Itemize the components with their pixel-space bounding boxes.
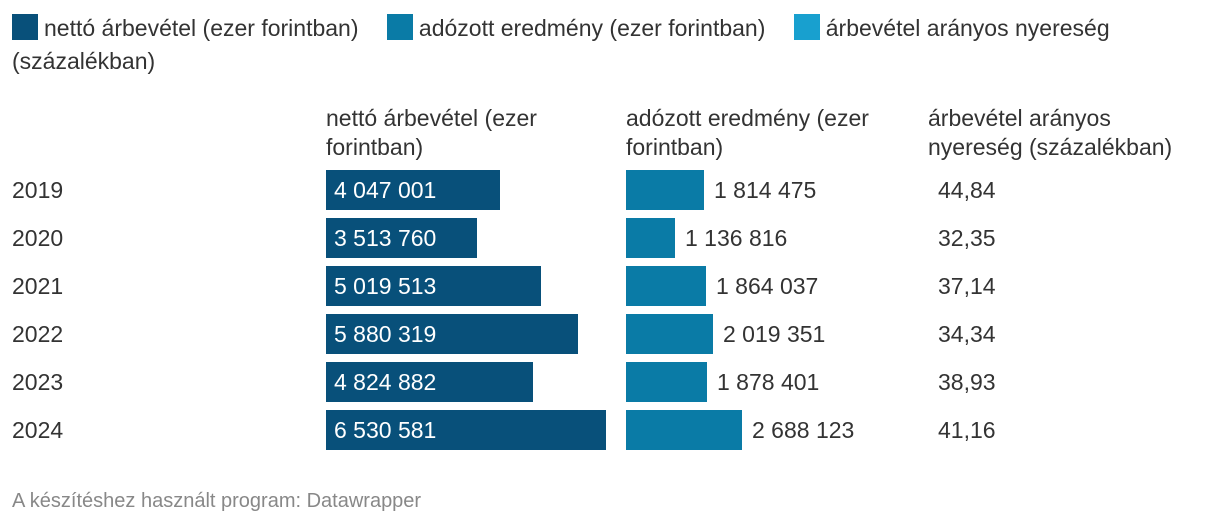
year-label: 2020 [12,225,64,251]
table-row: 2021 5 019 513 1 864 037 37,14 [0,266,1220,306]
profit-value-label: 2 019 351 [723,321,826,347]
revenue-bar: 4 047 001 [326,170,500,210]
profit-bar [626,170,704,210]
profit-bar [626,218,675,258]
year-label: 2023 [12,369,64,395]
table-row: 2024 6 530 581 2 688 123 41,16 [0,410,1220,450]
profit-value-label: 1 864 037 [716,273,819,299]
legend-swatch-margin [793,14,820,40]
margin-value-label: 32,35 [938,225,996,251]
revenue-bar: 5 880 319 [326,314,578,354]
revenue-value-label: 3 513 760 [334,225,437,251]
margin-value-label: 38,93 [938,369,996,395]
year-label: 2024 [12,417,64,443]
profit-bar [626,410,742,450]
table-row: 2019 4 047 001 1 814 475 44,84 [0,170,1220,210]
footer-credit: A készítéshez használt program: Datawrap… [12,490,422,512]
legend-swatch-profit [386,14,413,40]
revenue-value-label: 5 880 319 [334,321,437,347]
revenue-bar: 6 530 581 [326,410,606,450]
margin-value-label: 41,16 [938,417,996,443]
year-label: 2021 [12,273,64,299]
profit-bar [626,314,713,354]
profit-bar [626,362,707,402]
legend-label-margin: árbevétel arányos nyereség (százalékban) [12,15,1110,74]
margin-value-label: 44,84 [938,177,996,203]
profit-value-label: 2 688 123 [752,417,855,443]
legend: nettó árbevétel (ezer forintban) adózott… [12,12,1202,78]
legend-item-margin: árbevétel arányos nyereség (százalékban) [12,14,1110,74]
profit-bar [626,266,706,306]
margin-value-label: 34,34 [938,321,996,347]
legend-item-revenue: nettó árbevétel (ezer forintban) [12,14,359,41]
column-header-profit: adózott eredmény (ezer forintban) [626,105,869,160]
table-row: 2022 5 880 319 2 019 351 34,34 [0,314,1220,354]
legend-label-revenue: nettó árbevétel (ezer forintban) [44,15,359,41]
margin-value-label: 37,14 [938,273,996,299]
revenue-value-label: 5 019 513 [334,273,437,299]
profit-value-label: 1 136 816 [685,225,788,251]
revenue-value-label: 6 530 581 [334,417,437,443]
column-header-margin: árbevétel arányos nyereség (százalékban) [928,105,1173,160]
legend-swatch-revenue [12,14,38,40]
column-header-revenue: nettó árbevétel (ezer forintban) [326,105,537,160]
profit-value-label: 1 814 475 [714,177,817,203]
revenue-bar: 4 824 882 [326,362,533,402]
year-label: 2022 [12,321,64,347]
revenue-value-label: 4 824 882 [334,369,437,395]
year-label: 2019 [12,177,64,203]
table-row: 2023 4 824 882 1 878 401 38,93 [0,362,1220,402]
revenue-bar: 5 019 513 [326,266,541,306]
table-row: 2020 3 513 760 1 136 816 32,35 [0,218,1220,258]
revenue-value-label: 4 047 001 [334,177,437,203]
legend-label-profit: adózott eredmény (ezer forintban) [418,15,766,41]
revenue-bar: 3 513 760 [326,218,477,258]
profit-value-label: 1 878 401 [717,369,820,395]
legend-item-profit: adózott eredmény (ezer forintban) [386,14,766,41]
